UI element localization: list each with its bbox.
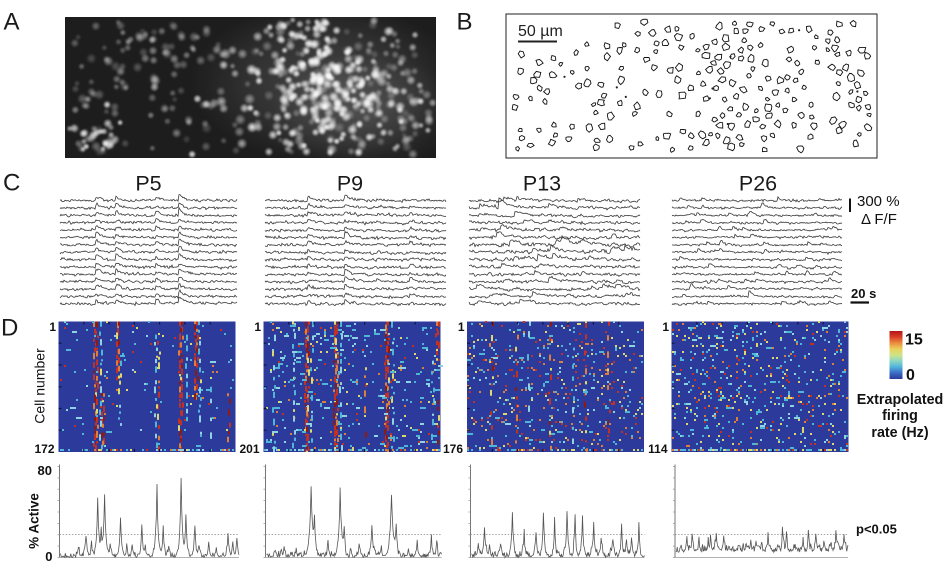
svg-text:firing: firing [882, 408, 918, 424]
svg-text:0: 0 [906, 367, 915, 384]
svg-text:1: 1 [254, 320, 261, 334]
svg-text:80: 80 [38, 463, 52, 478]
svg-text:15: 15 [905, 332, 923, 349]
svg-text:20 s: 20 s [851, 286, 876, 301]
svg-text:B: B [457, 9, 473, 36]
svg-text:C: C [3, 170, 20, 197]
svg-text:50 µm: 50 µm [518, 23, 563, 40]
svg-text:rate (Hz): rate (Hz) [871, 425, 928, 441]
svg-text:Cell number: Cell number [32, 348, 48, 424]
svg-text:p<0.05: p<0.05 [856, 522, 897, 537]
svg-text:172: 172 [34, 442, 54, 456]
svg-text:1: 1 [49, 320, 56, 334]
svg-text:201: 201 [239, 442, 259, 456]
svg-text:P5: P5 [135, 172, 161, 196]
svg-text:300 %: 300 % [857, 193, 900, 210]
svg-text:P9: P9 [337, 172, 363, 196]
svg-text:A: A [4, 9, 20, 36]
svg-text:1: 1 [662, 320, 669, 334]
svg-text:P26: P26 [739, 172, 777, 196]
svg-text:Δ F/F: Δ F/F [861, 211, 897, 228]
svg-text:176: 176 [443, 442, 463, 456]
svg-text:% Active: % Active [27, 493, 42, 549]
svg-text:1: 1 [458, 320, 465, 334]
svg-text:P13: P13 [523, 172, 561, 196]
svg-text:0: 0 [45, 549, 52, 564]
svg-text:Extrapolated: Extrapolated [857, 392, 944, 408]
svg-text:114: 114 [648, 442, 668, 456]
svg-text:D: D [1, 315, 18, 342]
